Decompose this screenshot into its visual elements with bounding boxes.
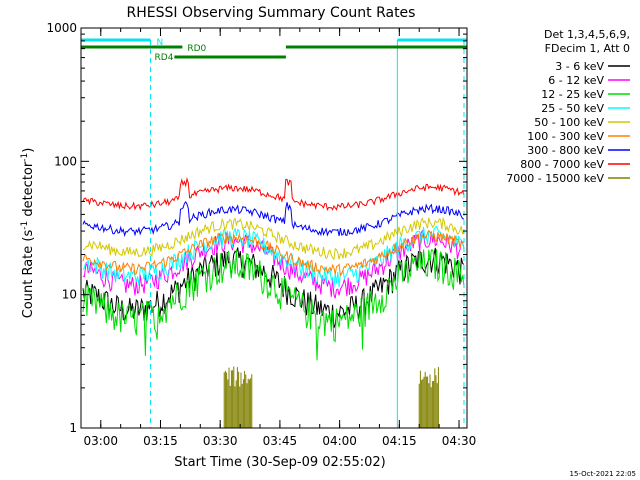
axes: 1 10 100 1000 03:00 03:15 03:30 03:45 04:00 04:15… bbox=[46, 21, 476, 448]
series-line-high-energy bbox=[418, 367, 439, 428]
y-tick-label: 1000 bbox=[46, 21, 77, 35]
rd4-label: RD4 bbox=[155, 53, 174, 63]
plot-annotations: N RD0 RD4 bbox=[80, 38, 467, 428]
plot-frame bbox=[80, 27, 468, 429]
plot-traces bbox=[82, 177, 465, 428]
series-line bbox=[82, 248, 465, 361]
legend-entry-label: 25 - 50 keV bbox=[541, 102, 604, 115]
series-line bbox=[82, 225, 465, 289]
rd0-label: RD0 bbox=[187, 44, 206, 54]
series-line bbox=[82, 201, 465, 238]
y-axis-label-main: Count Rate (s bbox=[21, 230, 36, 319]
x-axis-label: Start Time (30-Sep-09 02:55:02) bbox=[174, 455, 385, 470]
legend: Det 1,3,4,5,6,9, FDecim 1, Att 0 3 - 6 k… bbox=[506, 28, 630, 185]
y-axis-label: Count Rate (s-1 detector-1) bbox=[20, 148, 36, 319]
legend-entry-label: 7000 - 15000 keV bbox=[506, 172, 604, 185]
x-tick-label: 03:45 bbox=[263, 434, 298, 448]
y-tick-label: 1 bbox=[69, 421, 77, 435]
y-axis-label-end: ) bbox=[21, 148, 36, 153]
y-axis-label-sup1: -1 bbox=[20, 221, 30, 230]
legend-entry-label: 6 - 12 keV bbox=[548, 74, 604, 87]
y-tick-label: 100 bbox=[54, 154, 77, 168]
x-tick-label: 03:00 bbox=[83, 434, 118, 448]
x-tick-label: 03:30 bbox=[203, 434, 238, 448]
y-axis-label-sup2: -1 bbox=[20, 153, 30, 162]
chart-title: RHESSI Observing Summary Count Rates bbox=[127, 5, 416, 21]
x-tick-label: 04:00 bbox=[322, 434, 357, 448]
series-line bbox=[82, 177, 465, 211]
y-tick-label: 10 bbox=[62, 288, 77, 302]
series-line bbox=[82, 216, 465, 261]
timestamp: 15-Oct-2021 22:05 bbox=[570, 470, 636, 478]
legend-entry-label: 3 - 6 keV bbox=[555, 60, 604, 73]
y-axis-label-mid: detector bbox=[21, 161, 36, 221]
legend-entry-label: 50 - 100 keV bbox=[534, 116, 604, 129]
x-tick-label: 04:30 bbox=[442, 434, 477, 448]
legend-entry-label: 100 - 300 keV bbox=[527, 130, 604, 143]
x-tick-label: 03:15 bbox=[143, 434, 178, 448]
x-tick-label: 04:15 bbox=[382, 434, 417, 448]
legend-entry-label: 12 - 25 keV bbox=[541, 88, 604, 101]
legend-header-line-1: Det 1,3,4,5,6,9, bbox=[544, 28, 630, 41]
legend-header-line-2: FDecim 1, Att 0 bbox=[545, 42, 630, 55]
night-label: N bbox=[157, 38, 164, 48]
series-line bbox=[82, 229, 465, 277]
legend-entry-label: 300 - 800 keV bbox=[527, 144, 604, 157]
series-line-high-energy bbox=[223, 366, 253, 428]
legend-entry-label: 800 - 7000 keV bbox=[520, 158, 604, 171]
